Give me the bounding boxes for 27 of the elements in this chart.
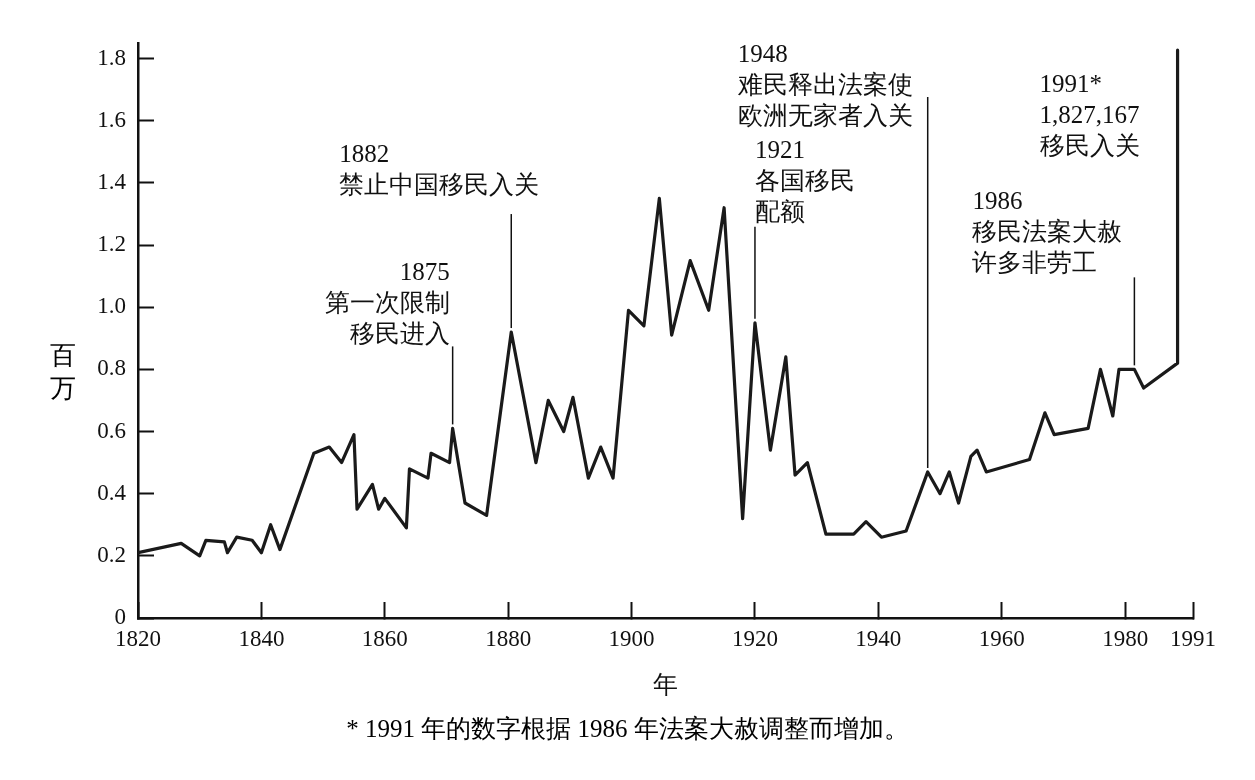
text: * 1991 年的数字根据 1986 年法案大赦调整而增加。 (345, 714, 910, 744)
y-tick-label: 1.4 (97, 168, 127, 194)
y-tick-label: 0.4 (97, 479, 127, 505)
x-tick-label: 1840 (238, 625, 285, 651)
y-tick-label: 1.2 (97, 231, 126, 257)
y-axis-title: 百万 (50, 340, 77, 405)
annotation: 1986 移民法案大赦许多非劳工 (972, 187, 1123, 277)
annotation: 1875 第一次限制移民进入 (324, 258, 450, 348)
y-tick-label: 1.6 (97, 106, 126, 132)
y-tick-label: 1.0 (97, 293, 126, 319)
x-tick-label: 1960 (978, 625, 1025, 651)
x-tick-label: 1880 (485, 625, 532, 651)
annotation: 1921 各国移民配额 (754, 135, 855, 225)
y-tick-label: 0.2 (97, 541, 126, 567)
annotation: 1991* 1,827,167 移民入关 (1039, 70, 1140, 160)
x-tick-label: 1940 (855, 625, 902, 651)
x-tick-label: 1860 (361, 625, 408, 651)
annotation: 1882 禁止中国移民入关 (339, 140, 540, 199)
y-tick-label: 1.8 (97, 44, 126, 70)
y-tick-label: 0.6 (97, 417, 126, 443)
x-axis-title: 年 (653, 670, 678, 698)
y-tick-label: 0.8 (97, 355, 126, 381)
x-tick-label: 1920 (731, 625, 778, 651)
annotation: 1948 难民释出法案使欧洲无家者入关 (736, 39, 913, 129)
x-tick-label: 1900 (608, 625, 655, 651)
x-tick-label: 1980 (1102, 625, 1149, 651)
x-tick-label: 1991 (1170, 625, 1216, 651)
